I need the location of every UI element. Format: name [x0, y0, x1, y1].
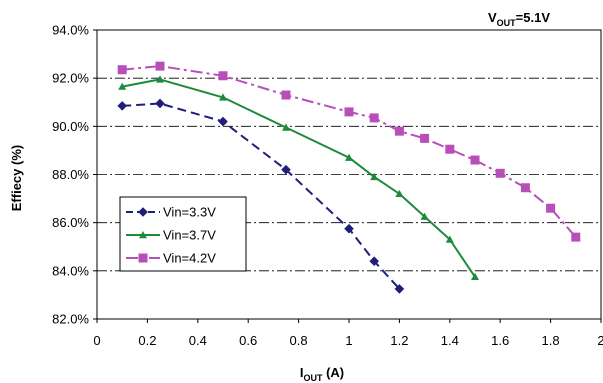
- x-tick-label-2: 0.4: [189, 333, 207, 348]
- data-point-0-3: [281, 164, 291, 175]
- y-tick-label-5: 92.0%: [52, 71, 89, 86]
- x-tick-label-3: 0.6: [239, 333, 257, 348]
- data-point-2-6: [394, 126, 404, 136]
- y-tick-label-6: 94.0%: [52, 23, 89, 38]
- legend-marker-2: [138, 253, 148, 263]
- x-axis-ticks: 0 0.2 0.4 0.6 0.8 1 1.2 1.4 1.6 1.8 2: [93, 319, 603, 348]
- data-point-1-2: [219, 93, 227, 101]
- data-point-0-6: [394, 284, 405, 294]
- data-point-1-7: [420, 212, 429, 220]
- data-point-2-2: [218, 71, 228, 81]
- x-tick-label-10: 2: [597, 333, 603, 348]
- data-point-2-7: [420, 133, 430, 143]
- data-point-2-4: [344, 107, 354, 117]
- data-point-1-8: [445, 235, 454, 243]
- x-tick-label-1: 0.2: [138, 333, 156, 348]
- y-tick-label-1: 84.0%: [52, 263, 89, 278]
- gridlines: [97, 77, 601, 272]
- x-tick-label-9: 1.8: [542, 333, 560, 348]
- data-point-2-3: [281, 90, 291, 100]
- data-point-1-6: [395, 189, 404, 197]
- data-point-0-2: [218, 116, 228, 127]
- data-point-2-9: [470, 155, 480, 165]
- x-axis-title: IOUT (A): [300, 365, 344, 383]
- x-tick-label-7: 1.4: [441, 333, 459, 348]
- data-point-0-0: [117, 101, 127, 111]
- data-point-0-1: [155, 98, 165, 109]
- series-1: [118, 75, 479, 281]
- series-0: [117, 98, 405, 294]
- data-point-0-4: [344, 223, 354, 234]
- data-point-2-12: [546, 203, 556, 213]
- data-point-1-0: [118, 82, 127, 90]
- series-layer: [117, 61, 581, 294]
- data-point-2-0: [117, 65, 127, 75]
- data-point-1-9: [471, 272, 479, 281]
- y-tick-label-3: 88.0%: [52, 167, 89, 182]
- data-point-2-8: [445, 144, 455, 154]
- x-tick-label-5: 1: [345, 333, 352, 348]
- legend-marker-0: [138, 207, 148, 217]
- legend-label-0: Vin=3.3V: [163, 205, 216, 220]
- x-tick-label-4: 0.8: [290, 333, 308, 348]
- data-point-1-3: [282, 123, 290, 131]
- data-point-0-5: [369, 256, 379, 266]
- vout-annotation: VOUT=5.1V: [488, 10, 550, 28]
- data-point-2-13: [571, 232, 581, 242]
- y-axis-ticks: 82.0% 84.0% 86.0% 88.0% 90.0% 92.0% 94.0%: [52, 23, 97, 327]
- series-line-1: [122, 78, 476, 278]
- data-point-1-4: [345, 153, 353, 161]
- data-point-2-5: [369, 113, 379, 123]
- legend-marker-1: [139, 231, 147, 239]
- y-tick-label-2: 86.0%: [52, 215, 89, 230]
- x-tick-label-8: 1.6: [491, 333, 509, 348]
- y-axis-title: Effiecy (%): [9, 145, 24, 211]
- legend: Vin=3.3V Vin=3.7V Vin=4.2V: [119, 196, 247, 272]
- data-point-1-1: [156, 75, 164, 83]
- y-tick-label-4: 90.0%: [52, 119, 89, 134]
- data-point-1-5: [370, 172, 379, 181]
- y-tick-label-0: 82.0%: [52, 312, 89, 327]
- legend-label-1: Vin=3.7V: [163, 228, 216, 243]
- data-point-2-1: [155, 61, 165, 71]
- legend-label-2: Vin=4.2V: [163, 251, 216, 266]
- data-point-2-10: [495, 168, 505, 178]
- x-tick-label-0: 0: [93, 333, 100, 348]
- series-2: [117, 61, 581, 242]
- data-point-2-11: [520, 183, 530, 193]
- x-tick-label-6: 1.2: [390, 333, 408, 348]
